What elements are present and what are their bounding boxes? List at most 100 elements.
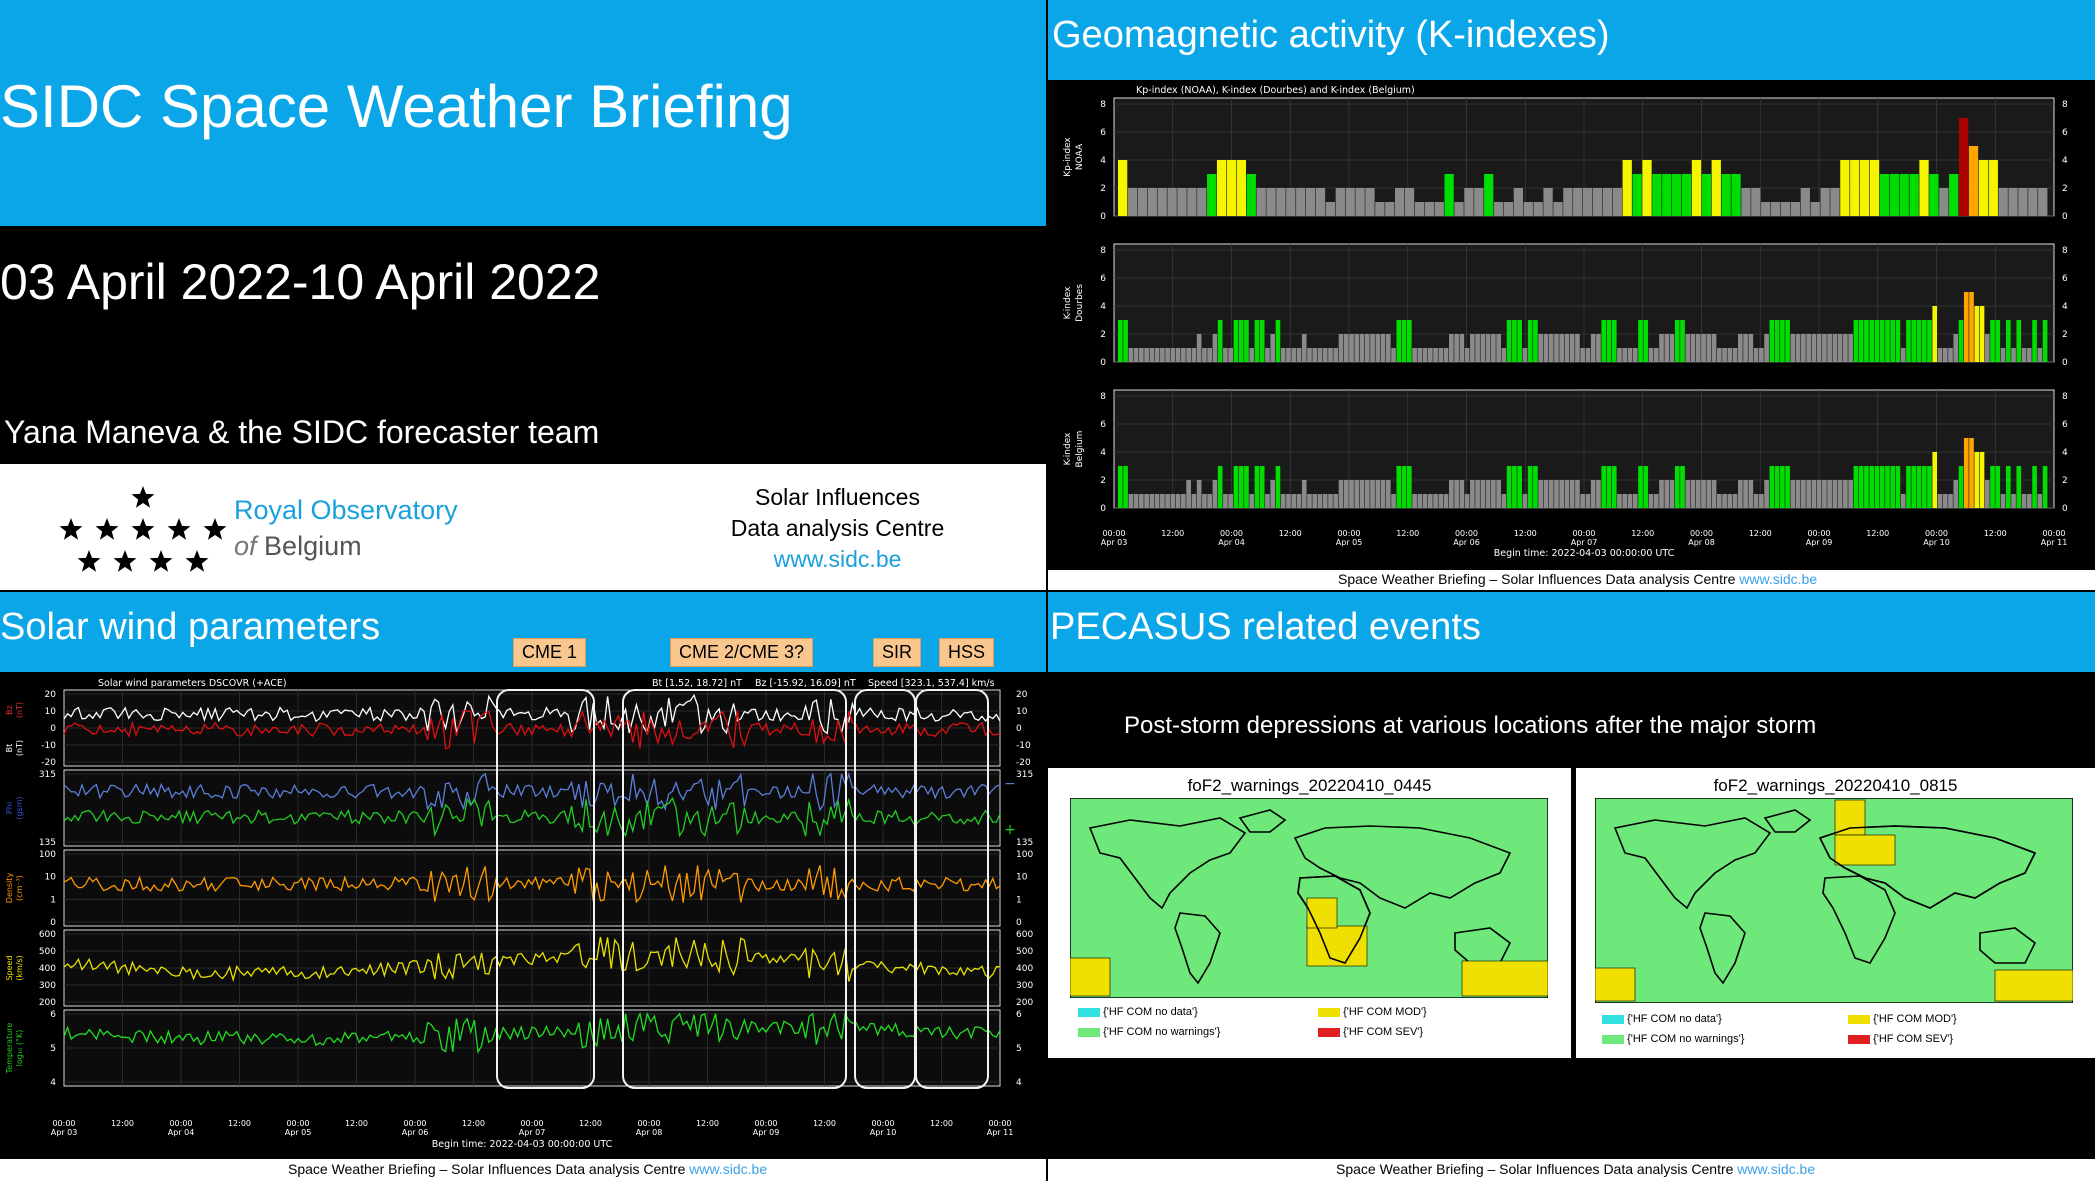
kindex-bar bbox=[1674, 466, 1680, 508]
kindex-bar bbox=[1517, 320, 1522, 362]
kindex-panel-0: 0 0 2 2 4 4 6 6 8 8 Kp-index NOAA bbox=[1063, 97, 2068, 222]
kindex-bar bbox=[2042, 466, 2048, 508]
kindex-bar bbox=[1958, 466, 1964, 508]
kindex-bar bbox=[1617, 348, 1622, 362]
sidc-url-link[interactable]: www.sidc.be bbox=[773, 546, 902, 572]
kindex-bar bbox=[1958, 118, 1969, 216]
kindex-bar bbox=[1548, 334, 1554, 362]
kindex-bar bbox=[1533, 466, 1538, 508]
kindex-bar bbox=[1244, 466, 1249, 508]
kindex-bar bbox=[1338, 334, 1344, 362]
kindex-bar bbox=[2016, 320, 2022, 362]
kindex-bar bbox=[1533, 320, 1538, 362]
map-title-1: foF2_warnings_20220410_0445 bbox=[1187, 776, 1432, 795]
geomag-banner bbox=[1048, 0, 2095, 80]
kindex-bar bbox=[1464, 494, 1470, 508]
pecasus-footer: Space Weather Briefing – Solar Influence… bbox=[1336, 1161, 1815, 1177]
sw-ylabel: (km/s) bbox=[15, 955, 24, 981]
kindex-bar bbox=[1563, 188, 1573, 216]
kindex-bar bbox=[1170, 348, 1176, 362]
kindex-bar bbox=[1265, 348, 1270, 362]
sw-ytick: 10 bbox=[45, 873, 57, 883]
kindex-bar bbox=[1822, 480, 1827, 508]
kindex-bar bbox=[2011, 494, 2016, 508]
solarwind-footer-link[interactable]: www.sidc.be bbox=[689, 1161, 768, 1177]
kindex-bar bbox=[1475, 480, 1480, 508]
kindex-bar bbox=[1601, 466, 1607, 508]
kindex-bar bbox=[1990, 320, 1995, 362]
kindex-bar bbox=[1585, 494, 1591, 508]
kindex-bar bbox=[1638, 320, 1643, 362]
map-frame bbox=[1595, 798, 2073, 1003]
kindex-bar bbox=[1181, 494, 1186, 508]
kindex-bar bbox=[1890, 466, 1896, 508]
kindex-bar bbox=[1286, 188, 1296, 216]
kindex-bar bbox=[1643, 320, 1649, 362]
kindex-bar bbox=[2037, 348, 2043, 362]
kindex-bar bbox=[1937, 348, 1943, 362]
kindex-bar bbox=[1412, 348, 1417, 362]
sw-event-box-3 bbox=[915, 689, 989, 1089]
legend-mod-label: {'HF COM MOD'} bbox=[1873, 1013, 1957, 1025]
kindex-bar bbox=[1459, 480, 1465, 508]
kindex-bar bbox=[1548, 480, 1554, 508]
kindex-xtick: 00:00 bbox=[1220, 529, 1243, 538]
kindex-bar bbox=[1270, 334, 1276, 362]
sidc-line1: Solar Influences bbox=[755, 484, 920, 510]
pecasus-footer-band bbox=[1048, 1159, 2095, 1181]
kindex-bar bbox=[1701, 334, 1706, 362]
kindex-bar bbox=[1375, 334, 1381, 362]
kindex-bar bbox=[1974, 306, 1980, 362]
kindex-bar bbox=[1474, 188, 1484, 216]
kindex-bar bbox=[1953, 334, 1959, 362]
kindex-bar bbox=[1157, 188, 1167, 216]
kindex-bar bbox=[1406, 320, 1412, 362]
kindex-bar bbox=[2016, 466, 2022, 508]
kindex-bar bbox=[1167, 188, 1177, 216]
kindex-chart: Kp-index (NOAA), K-index (Dourbes) and K… bbox=[1063, 85, 2068, 559]
sw-xtick-date: Apr 10 bbox=[870, 1128, 897, 1137]
sw-title: Solar wind parameters DSCOVR (+ACE) bbox=[98, 678, 287, 689]
map1-legend: {'HF COM no data'} {'HF COM no warnings'… bbox=[1078, 1004, 1548, 1050]
sw-xtick-date: Apr 05 bbox=[285, 1128, 312, 1137]
kindex-bar bbox=[1301, 334, 1307, 362]
geomag-footer-link[interactable]: www.sidc.be bbox=[1739, 571, 1818, 587]
kindex-ytick-right: 2 bbox=[2062, 184, 2068, 194]
warning-region-mod bbox=[1834, 834, 1896, 866]
kindex-bar bbox=[2038, 188, 2048, 216]
kindex-ytick-right: 8 bbox=[2062, 100, 2068, 110]
sidc-line2: Data analysis Centre bbox=[730, 515, 945, 541]
kindex-bar bbox=[1721, 174, 1731, 216]
sw-trace bbox=[63, 693, 1001, 735]
kindex-bar bbox=[1118, 320, 1123, 362]
sw-phi-minus: − bbox=[1004, 776, 1016, 792]
kindex-bar bbox=[1375, 202, 1385, 216]
kindex-bar bbox=[1601, 320, 1607, 362]
kindex-bar bbox=[1853, 466, 1859, 508]
kindex-bar bbox=[1238, 466, 1244, 508]
kindex-bar bbox=[1354, 480, 1360, 508]
kindex-ytick-right: 6 bbox=[2062, 420, 2068, 430]
solarwind-footer-band bbox=[0, 1159, 1046, 1181]
kindex-ytick: 0 bbox=[1100, 358, 1106, 368]
kindex-xtick-date: Apr 03 bbox=[1101, 538, 1128, 547]
kindex-bar bbox=[1858, 466, 1864, 508]
kindex-bar bbox=[1349, 480, 1354, 508]
kindex-bar bbox=[1988, 160, 1998, 216]
kindex-bar bbox=[1170, 494, 1176, 508]
sw-xtick-date: Apr 11 bbox=[987, 1128, 1014, 1137]
continent-outline bbox=[1238, 809, 1287, 833]
sw-xtick: 00:00 bbox=[169, 1119, 192, 1128]
kindex-bar bbox=[1722, 494, 1727, 508]
kindex-ytick: 2 bbox=[1100, 184, 1106, 194]
sw-ylabel: (nT) bbox=[15, 702, 24, 718]
kindex-bar bbox=[1312, 348, 1318, 362]
kindex-bar bbox=[1333, 348, 1339, 362]
slide-title: SIDC Space Weather Briefing bbox=[0, 73, 793, 140]
kindex-bar bbox=[1559, 480, 1565, 508]
kindex-bar bbox=[1874, 466, 1880, 508]
sw-ytick: 200 bbox=[39, 998, 56, 1008]
legend-nowarn-label: {'HF COM no warnings'} bbox=[1103, 1026, 1221, 1038]
pecasus-footer-link[interactable]: www.sidc.be bbox=[1737, 1161, 1816, 1177]
kindex-bar bbox=[1296, 188, 1306, 216]
